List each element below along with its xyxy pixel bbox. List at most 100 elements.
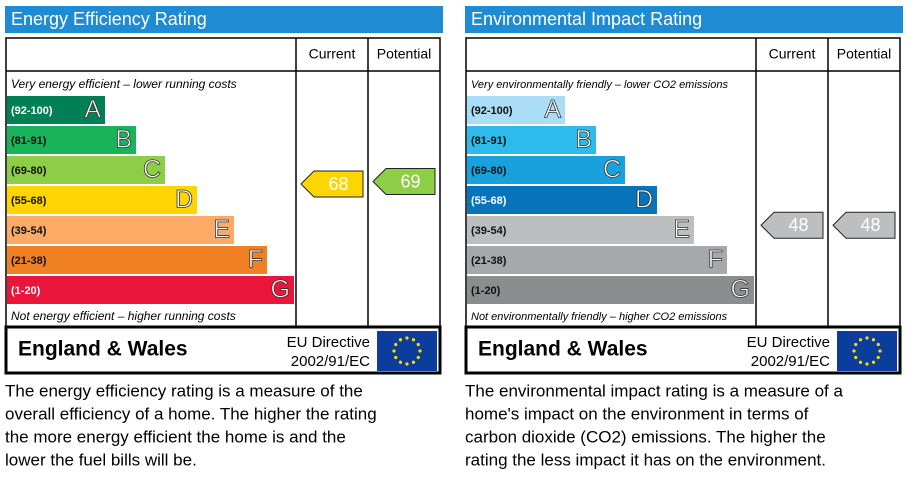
band-letter: F	[708, 246, 723, 274]
rating-band	[467, 96, 565, 124]
directive-code: 2002/91/EC	[291, 353, 370, 370]
rating-band	[467, 126, 596, 154]
directive: EU Directive	[747, 334, 830, 351]
band-range: (92-100)	[11, 105, 53, 117]
column-header: Current	[769, 46, 816, 62]
description-line: lower the fuel bills will be.	[5, 450, 197, 469]
rating-arrow	[300, 170, 364, 198]
eu-star	[854, 355, 858, 360]
band-letter: D	[175, 186, 193, 214]
band-letter: B	[115, 126, 132, 154]
band-letter: G	[271, 276, 290, 304]
band-letter: F	[248, 246, 263, 274]
eu-star	[394, 355, 398, 360]
description-line: rating the less impact it has on the env…	[465, 450, 826, 469]
band-range: (39-54)	[471, 225, 507, 237]
eu-star	[854, 342, 858, 347]
eu-star	[871, 360, 876, 364]
band-range: (1-20)	[471, 285, 501, 297]
rating-value: 68	[328, 174, 348, 194]
eu-star	[398, 338, 403, 342]
top-note: Very environmentally friendly – lower CO…	[471, 79, 728, 91]
eu-star	[871, 338, 876, 342]
description-line: The environmental impact rating is a mea…	[465, 381, 844, 400]
eu-star	[411, 360, 416, 364]
title-bar	[465, 6, 903, 33]
band-range: (69-80)	[11, 165, 47, 177]
eu-star	[878, 349, 882, 353]
eu-star	[405, 336, 409, 340]
panel-title: Environmental Impact Rating	[471, 9, 702, 29]
region: England & Wales	[18, 338, 188, 361]
rating-band	[7, 156, 165, 184]
band-range: (39-54)	[11, 225, 47, 237]
rating-panel: Energy Efficiency Rating Current Potential…	[4, 6, 443, 469]
band-letter: A	[84, 96, 101, 124]
band-letter: E	[213, 216, 230, 244]
rating-value: 48	[788, 215, 808, 235]
description-line: the more energy efficient the home is an…	[5, 427, 346, 446]
rating-panel: Environmental Impact Rating Current Potent…	[464, 6, 903, 469]
eu-star	[858, 338, 863, 342]
description-line: carbon dioxide (CO2) emissions. The high…	[465, 427, 826, 446]
band-range: (21-38)	[471, 255, 507, 267]
bottom-note: Not environmentally friendly – higher CO…	[471, 311, 728, 323]
band-letter: A	[544, 96, 561, 124]
band-letter: E	[673, 216, 690, 244]
rating-arrow	[372, 168, 436, 195]
rating-value: 69	[400, 171, 420, 191]
band-range: (55-68)	[471, 195, 507, 207]
band-range: (92-100)	[471, 105, 513, 117]
directive: EU Directive	[287, 334, 370, 351]
eu-star	[865, 336, 869, 340]
rating-band	[7, 186, 197, 214]
band-range: (81-91)	[11, 135, 47, 147]
bottom-note: Not energy efficient – higher running co…	[11, 309, 236, 323]
rating-arrow	[760, 211, 824, 239]
footer-frame	[464, 325, 902, 375]
band-letter: C	[603, 156, 621, 184]
band-letter: G	[731, 276, 750, 304]
eu-star	[876, 342, 880, 347]
eu-star	[876, 355, 880, 360]
rating-band	[467, 156, 625, 184]
eu-star	[858, 360, 863, 364]
panel-title: Energy Efficiency Rating	[11, 9, 207, 29]
rating-band	[467, 276, 754, 304]
band-range: (69-80)	[471, 165, 507, 177]
band-letter: D	[635, 186, 653, 214]
column-header: Current	[309, 46, 356, 62]
eu-star	[865, 362, 869, 366]
eu-star	[398, 360, 403, 364]
rating-band	[467, 246, 727, 274]
band-range: (1-20)	[11, 285, 41, 297]
eu-star	[411, 338, 416, 342]
directive-code: 2002/91/EC	[751, 353, 830, 370]
footer-frame	[4, 325, 442, 375]
description-line: The energy efficiency rating is a measur…	[5, 381, 363, 400]
description-line: overall efficiency of a home. The higher…	[5, 404, 377, 423]
band-range: (81-91)	[471, 135, 507, 147]
rating-band	[7, 276, 294, 304]
rating-arrow	[832, 211, 896, 239]
rating-band	[467, 186, 657, 214]
rating-band	[467, 216, 694, 244]
eu-star	[416, 342, 420, 347]
column-header: Potential	[837, 46, 891, 62]
band-letter: B	[575, 126, 592, 154]
description-line: home's impact on the environment in term…	[465, 404, 809, 423]
eu-star	[418, 349, 422, 353]
rating-band	[7, 246, 267, 274]
column-header: Potential	[377, 46, 431, 62]
top-note: Very energy efficient – lower running co…	[11, 77, 237, 91]
eu-star	[405, 362, 409, 366]
eu-star	[392, 349, 396, 353]
title-bar	[5, 6, 443, 33]
eu-star	[852, 349, 856, 353]
band-range: (21-38)	[11, 255, 47, 267]
rating-band	[7, 126, 136, 154]
region: England & Wales	[478, 338, 648, 361]
rating-value: 48	[860, 215, 880, 235]
band-letter: C	[143, 156, 161, 184]
